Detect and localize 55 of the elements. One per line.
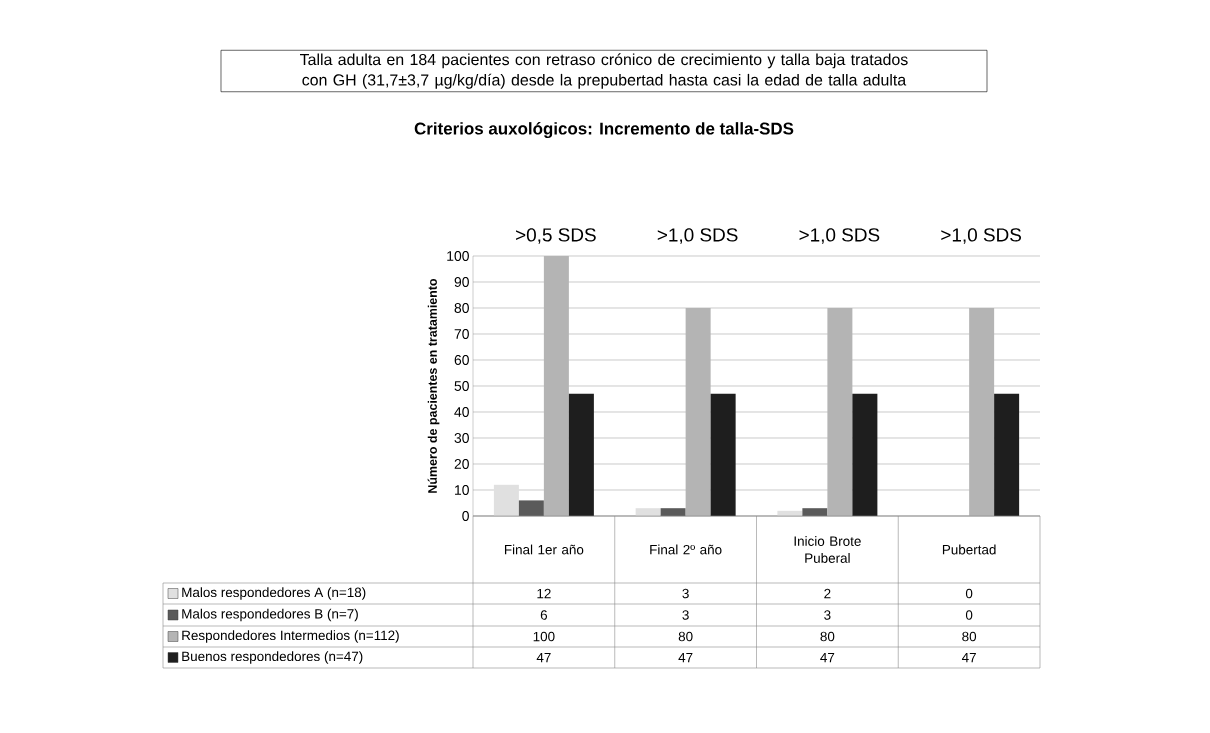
data-label: 80 xyxy=(678,631,693,642)
y-axis-title: Número de pacientes en tratamiento xyxy=(427,278,440,493)
y-tick-label: 100 xyxy=(447,251,469,261)
data-label: 47 xyxy=(820,652,835,663)
y-tick-label: 30 xyxy=(454,433,469,443)
text: >1,0 SDS xyxy=(799,228,880,244)
data-label: 2 xyxy=(824,588,831,599)
bar xyxy=(543,256,569,516)
bar xyxy=(969,308,995,516)
data-label: 3 xyxy=(682,610,689,620)
data-label: 3 xyxy=(824,610,831,620)
bar xyxy=(493,484,519,516)
x-tick-label: Final 1er año xyxy=(504,544,584,555)
bar xyxy=(827,308,853,516)
data-label: 80 xyxy=(820,631,835,642)
data-label: 80 xyxy=(962,631,977,642)
bar xyxy=(635,508,661,516)
legend-label: Buenos respondedores (n=47) xyxy=(182,651,363,664)
y-tick-label: 50 xyxy=(454,381,469,391)
bar xyxy=(685,308,711,516)
bar xyxy=(568,393,594,516)
y-tick-label: 60 xyxy=(454,355,469,365)
x-tick-label: Inicio Brote Puberal xyxy=(794,536,861,563)
data-label: 0 xyxy=(965,588,973,599)
data-label: 6 xyxy=(540,610,548,620)
legend-label: Malos respondedores A (n=18) xyxy=(182,587,366,600)
bar xyxy=(802,508,828,516)
bar xyxy=(852,393,878,516)
y-tick-label: 10 xyxy=(455,485,469,495)
text: >1,0 SDS xyxy=(941,228,1021,244)
data-label: 0 xyxy=(965,610,973,620)
x-tick-label: Pubertad xyxy=(942,544,996,555)
bar xyxy=(994,393,1020,516)
bar xyxy=(518,500,544,516)
chart-title: Talla adulta en 184 pacientes con retraso crónico de crecimiento y talla baja tratados con GH (31,7±3,7 µg/kg/día) desde la prepubertad hasta casi la edad de talla adulta xyxy=(300,53,908,89)
text: >1,0 SDS xyxy=(657,228,738,244)
y-tick-label: 90 xyxy=(454,277,469,287)
data-label: 47 xyxy=(678,652,693,663)
data-label: 12 xyxy=(537,588,551,599)
bar xyxy=(660,508,686,516)
legend-label: Malos respondedores B (n=7) xyxy=(182,608,358,622)
data-label: 3 xyxy=(682,588,689,599)
y-tick-label: 0 xyxy=(462,511,469,521)
data-label: 47 xyxy=(536,652,551,663)
chart-subtitle: Criterios auxológicos: Incremento de talla-SDS xyxy=(414,121,794,139)
y-tick-label: 70 xyxy=(454,329,469,339)
x-tick-label: Final 2º año xyxy=(650,544,722,555)
y-tick-label: 80 xyxy=(454,303,469,313)
data-label: 47 xyxy=(961,652,976,663)
text: >0,5 SDS xyxy=(516,228,596,244)
data-label: 100 xyxy=(533,631,555,642)
y-tick-label: 20 xyxy=(454,459,469,469)
bar xyxy=(710,393,736,516)
legend-label: Respondedores Intermedios (n=112) xyxy=(182,630,399,643)
y-tick-label: 40 xyxy=(454,407,469,417)
